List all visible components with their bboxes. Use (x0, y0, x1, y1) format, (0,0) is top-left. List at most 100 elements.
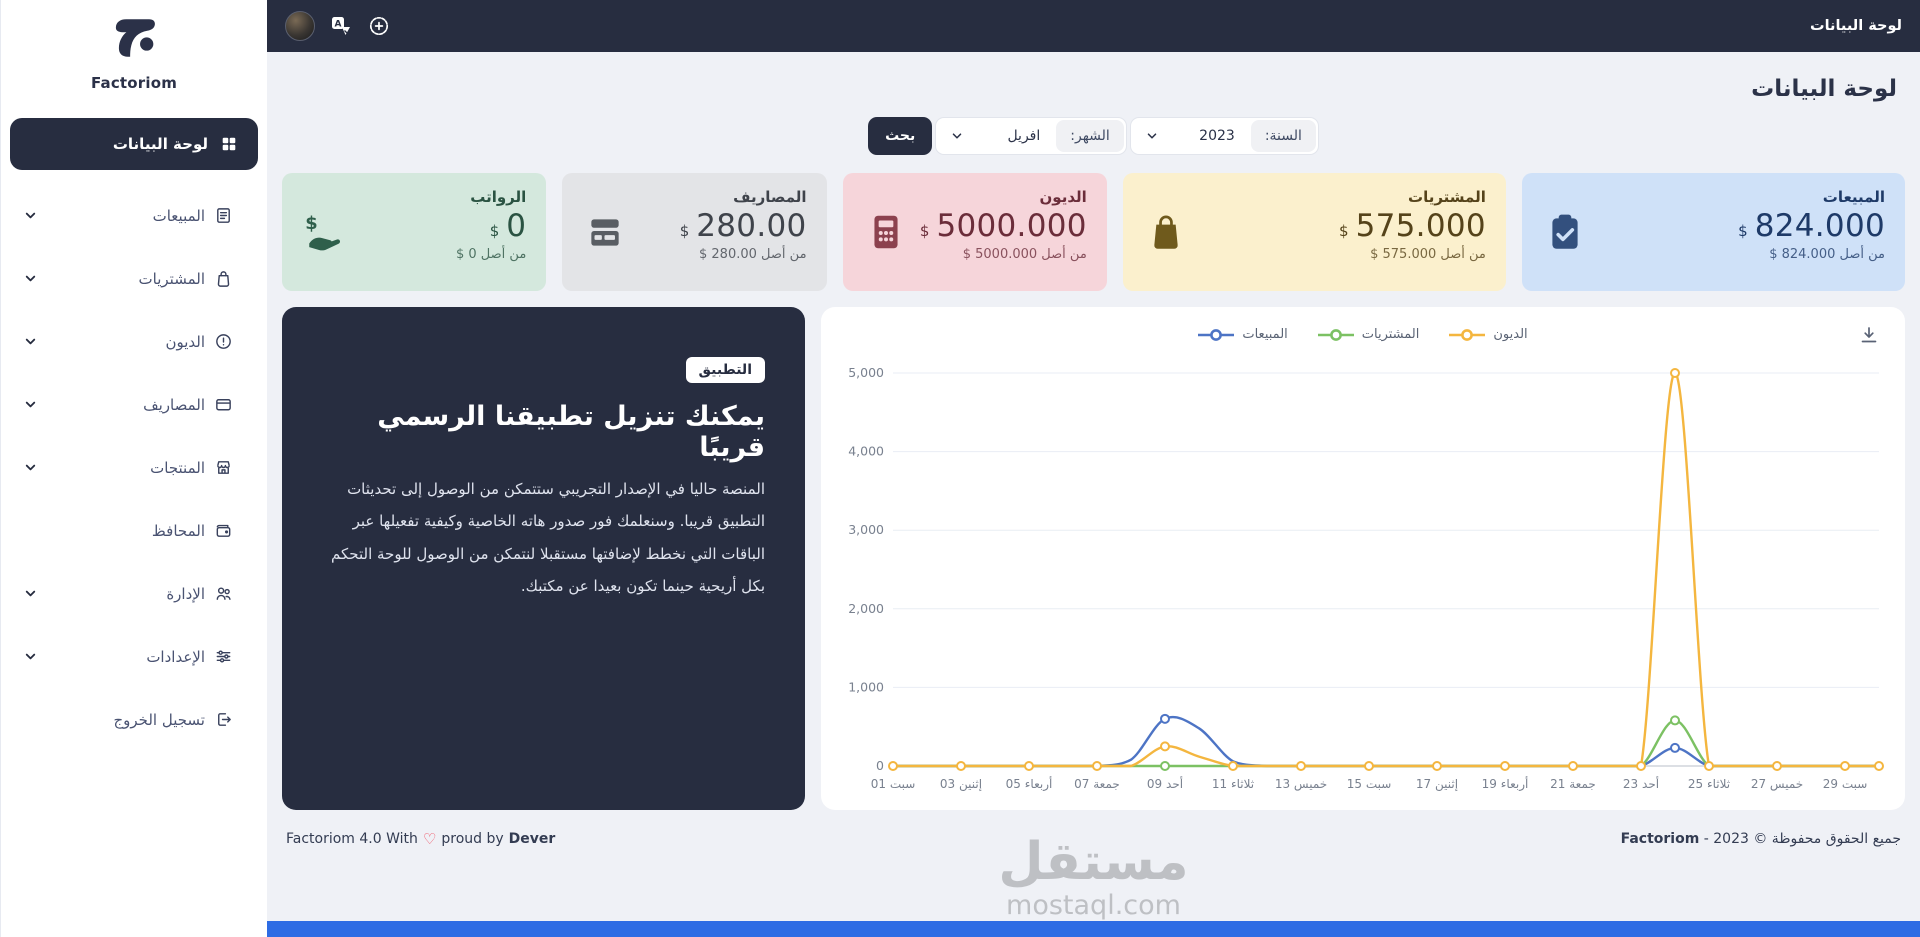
card-title: المبيعات (1822, 188, 1885, 206)
svg-text:03 إثنين: 03 إثنين (940, 777, 982, 792)
svg-text:21 جمعة: 21 جمعة (1550, 777, 1596, 791)
month-value: افريل (1007, 128, 1041, 144)
svg-text:4,000: 4,000 (848, 444, 884, 459)
sidebar: Factoriom لوحة البيانات المبيعات المشتري… (0, 0, 267, 937)
svg-text:07 جمعة: 07 جمعة (1074, 777, 1120, 791)
main-column: لوحة البيانات A لوحة البيانات السنة: 202… (267, 0, 1920, 937)
sidebar-item-label: المشتريات (138, 269, 205, 288)
card-subtext: من أصل 824.000 $ (1769, 247, 1885, 262)
currency-symbol: $ (1339, 222, 1349, 240)
svg-text:13 خميس: 13 خميس (1275, 777, 1327, 792)
user-avatar[interactable] (285, 11, 315, 41)
logout-icon (214, 710, 233, 729)
sliders-icon (214, 647, 233, 666)
credit-card-icon (584, 211, 626, 253)
calculator-icon (865, 211, 907, 253)
card-title: الرواتب (470, 188, 527, 206)
download-chart-icon[interactable] (1859, 325, 1879, 345)
sidebar-item-logout[interactable]: تسجيل الخروج (1, 688, 267, 751)
card-title: المشتريات (1408, 188, 1486, 206)
sidebar-item-admin[interactable]: الإدارة (1, 562, 267, 625)
dever-link[interactable]: Dever (508, 831, 556, 847)
legend-item-purchases[interactable]: المشتريات (1317, 327, 1420, 342)
svg-text:05 أربعاء: 05 أربعاء (1006, 776, 1053, 792)
copyright-text: جميع الحقوق محفوظة © 2023 - Factoriom (1620, 831, 1901, 847)
year-label: السنة: (1250, 120, 1316, 152)
credit-card-icon (214, 395, 233, 414)
dashboard-grid-icon (220, 135, 238, 153)
month-label: الشهر: (1056, 120, 1124, 152)
sidebar-item-settings[interactable]: الإعدادات (1, 625, 267, 688)
legend-label: المبيعات (1242, 327, 1288, 342)
promo-body: المنصة حاليا في الإصدار التجريبي ستتمكن … (331, 480, 765, 595)
chevron-down-icon (23, 208, 38, 223)
card-expenses: المصاريف 280.00 $ من أصل 280.00 $ (562, 173, 827, 291)
svg-text:25 ثلاثاء: 25 ثلاثاء (1688, 777, 1730, 791)
svg-text:29 سبت: 29 سبت (1823, 777, 1868, 791)
topbar-title: لوحة البيانات (1810, 18, 1902, 34)
sidebar-item-sales[interactable]: المبيعات (1, 184, 267, 247)
chevron-down-icon (23, 460, 38, 475)
translate-icon[interactable]: A (329, 14, 353, 38)
sidebar-item-label: لوحة البيانات (112, 135, 208, 153)
sidebar-item-label: المبيعات (152, 206, 205, 225)
card-value: 280.00 (696, 208, 807, 244)
brand-name: Factoriom (90, 74, 178, 92)
legend-marker-icon (1317, 328, 1354, 341)
card-value: 5000.000 (936, 208, 1087, 244)
sidebar-item-products[interactable]: المنتجات (1, 436, 267, 499)
svg-text:5,000: 5,000 (848, 365, 884, 380)
currency-symbol: $ (919, 222, 930, 240)
card-subtext: من أصل 0 $ (455, 247, 527, 262)
svg-text:$: $ (305, 213, 317, 234)
logo-wrap: Factoriom (1, 0, 267, 92)
chevron-down-icon (23, 649, 38, 664)
svg-text:2,000: 2,000 (848, 601, 884, 616)
sidebar-item-debts[interactable]: الديون (1, 310, 267, 373)
sidebar-item-label: الإعدادات (146, 647, 205, 666)
legend-item-debts[interactable]: الديون (1449, 327, 1528, 342)
card-value: 824.000 (1754, 208, 1885, 244)
sidebar-item-label: الإدارة (166, 584, 205, 603)
chart-panel: الديون المشتريات المبيعات (821, 307, 1905, 810)
sidebar-item-wallets[interactable]: المحافظ (1, 499, 267, 562)
page-title: لوحة البيانات (1751, 76, 1897, 102)
svg-text:11 ثلاثاء: 11 ثلاثاء (1212, 777, 1254, 791)
year-select[interactable]: السنة: 2023 (1129, 117, 1319, 155)
sidebar-item-expenses[interactable]: المصاريف (1, 373, 267, 436)
chevron-down-icon (23, 271, 38, 286)
add-badge-icon[interactable] (367, 14, 391, 38)
shopping-bag-icon (214, 269, 233, 288)
svg-text:A: A (335, 20, 342, 30)
svg-text:15 سبت: 15 سبت (1347, 777, 1392, 791)
alert-circle-icon (214, 332, 233, 351)
svg-text:09 أحد: 09 أحد (1147, 776, 1183, 791)
currency-symbol: $ (679, 222, 690, 240)
currency-symbol: $ (1738, 222, 1748, 240)
sidebar-item-dashboard[interactable]: لوحة البيانات (10, 118, 258, 170)
store-icon (214, 458, 233, 477)
currency-symbol: $ (489, 222, 500, 240)
svg-text:1,000: 1,000 (848, 679, 884, 694)
search-button[interactable]: بحث (868, 117, 933, 155)
shopping-bag-icon (1145, 211, 1187, 253)
copyright-brand: Factoriom (1620, 831, 1700, 847)
sidebar-item-label: المحافظ (151, 521, 205, 540)
card-purchases: المشتريات 575.000 $ من أصل 575.000 $ (1122, 173, 1506, 291)
legend-label: المشتريات (1361, 327, 1420, 342)
chevron-down-icon (23, 586, 38, 601)
clipboard-check-icon (1544, 211, 1586, 253)
topbar-icons: A (285, 11, 391, 41)
bottom-scrollbar[interactable] (267, 921, 1920, 937)
legend-item-sales[interactable]: المبيعات (1198, 327, 1288, 342)
sidebar-item-purchases[interactable]: المشتريات (1, 247, 267, 310)
sidebar-item-label: الديون (165, 332, 205, 351)
line-chart: 0 1,000 2,000 3,000 4,000 5,000 01 سبت 03 إثنين… (837, 359, 1891, 800)
panels-row: الديون المشتريات المبيعات (282, 307, 1905, 810)
chevron-down-icon (950, 129, 964, 143)
month-select[interactable]: الشهر: افريل (935, 117, 1127, 155)
card-subtext: من أصل 280.00 $ (699, 247, 807, 262)
card-title: المصاريف (733, 188, 807, 206)
sidebar-menu: المبيعات المشتريات الديون المصاريف ا (1, 184, 267, 751)
